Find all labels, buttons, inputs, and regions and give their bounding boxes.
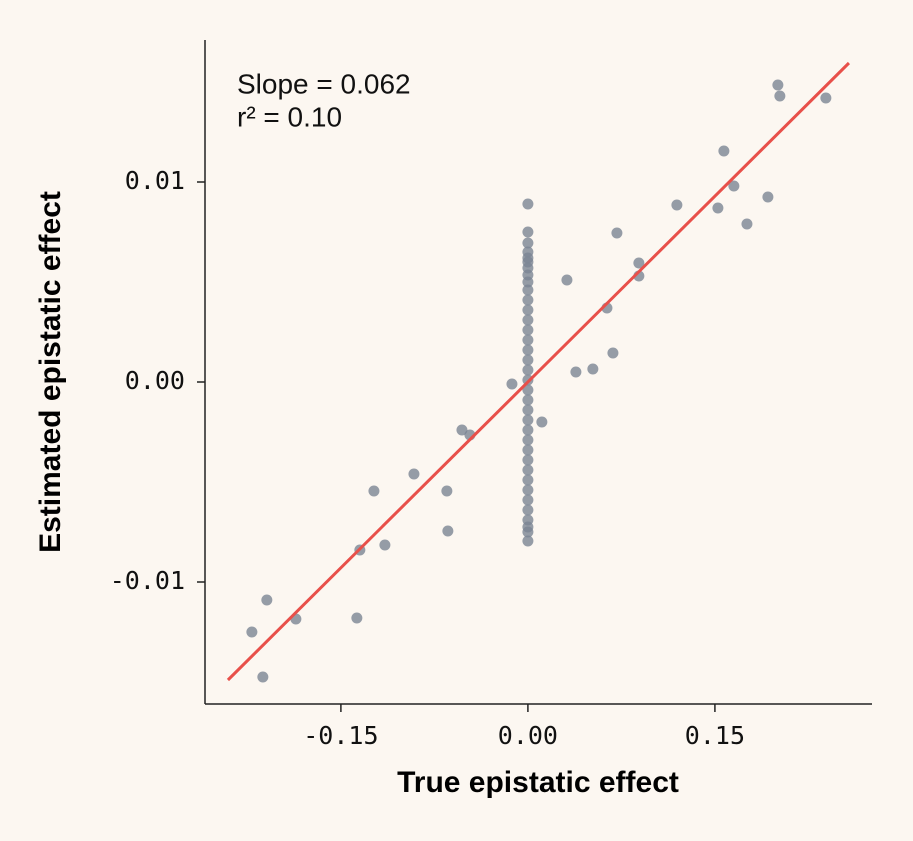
point	[522, 494, 534, 506]
point	[607, 347, 619, 359]
point	[772, 79, 784, 91]
point	[456, 424, 468, 436]
point	[522, 284, 534, 296]
point	[522, 504, 534, 516]
point	[522, 334, 534, 346]
point	[506, 378, 518, 390]
point	[728, 180, 740, 192]
point	[587, 363, 599, 375]
point	[522, 198, 534, 210]
point	[522, 424, 534, 436]
point	[522, 404, 534, 416]
point	[522, 394, 534, 406]
point	[774, 90, 786, 102]
x-tick-label: 0.15	[685, 721, 745, 750]
point	[820, 92, 832, 104]
x-tick-label: -0.15	[303, 721, 378, 750]
point	[522, 434, 534, 446]
point	[522, 484, 534, 496]
point	[522, 304, 534, 316]
point	[671, 199, 683, 211]
point	[522, 354, 534, 366]
point	[246, 626, 258, 638]
y-tick-label: 0.01	[125, 166, 185, 195]
point	[261, 594, 273, 606]
fit-line	[226, 61, 850, 682]
point	[379, 539, 391, 551]
point	[522, 344, 534, 356]
point	[561, 274, 573, 286]
point	[718, 145, 730, 157]
point	[351, 612, 363, 624]
point	[442, 525, 454, 537]
point	[762, 191, 774, 203]
point	[522, 384, 534, 396]
y-axis-label: Estimated epistatic effect	[34, 191, 67, 553]
point	[712, 202, 724, 214]
point	[522, 444, 534, 456]
x-axis-label: True epistatic effect	[397, 766, 679, 799]
point	[522, 474, 534, 486]
point	[570, 366, 582, 378]
point	[522, 464, 534, 476]
point	[522, 364, 534, 376]
point	[536, 416, 548, 428]
point	[741, 218, 753, 230]
point	[257, 671, 269, 683]
annotation: r² = 0.10	[237, 101, 342, 132]
point	[522, 324, 534, 336]
point	[522, 535, 534, 547]
y-tick-label: -0.01	[110, 566, 185, 595]
y-tick-label: 0.00	[125, 366, 185, 395]
point	[633, 257, 645, 269]
annotation: Slope = 0.062	[237, 68, 411, 99]
point	[522, 276, 534, 288]
point	[522, 454, 534, 466]
point	[522, 226, 534, 238]
point	[368, 485, 380, 497]
point	[441, 485, 453, 497]
point	[522, 414, 534, 426]
point	[522, 314, 534, 326]
point	[522, 526, 534, 538]
x-tick-label: 0.00	[498, 721, 558, 750]
point	[522, 237, 534, 249]
point	[522, 294, 534, 306]
point	[408, 468, 420, 480]
point	[611, 227, 623, 239]
